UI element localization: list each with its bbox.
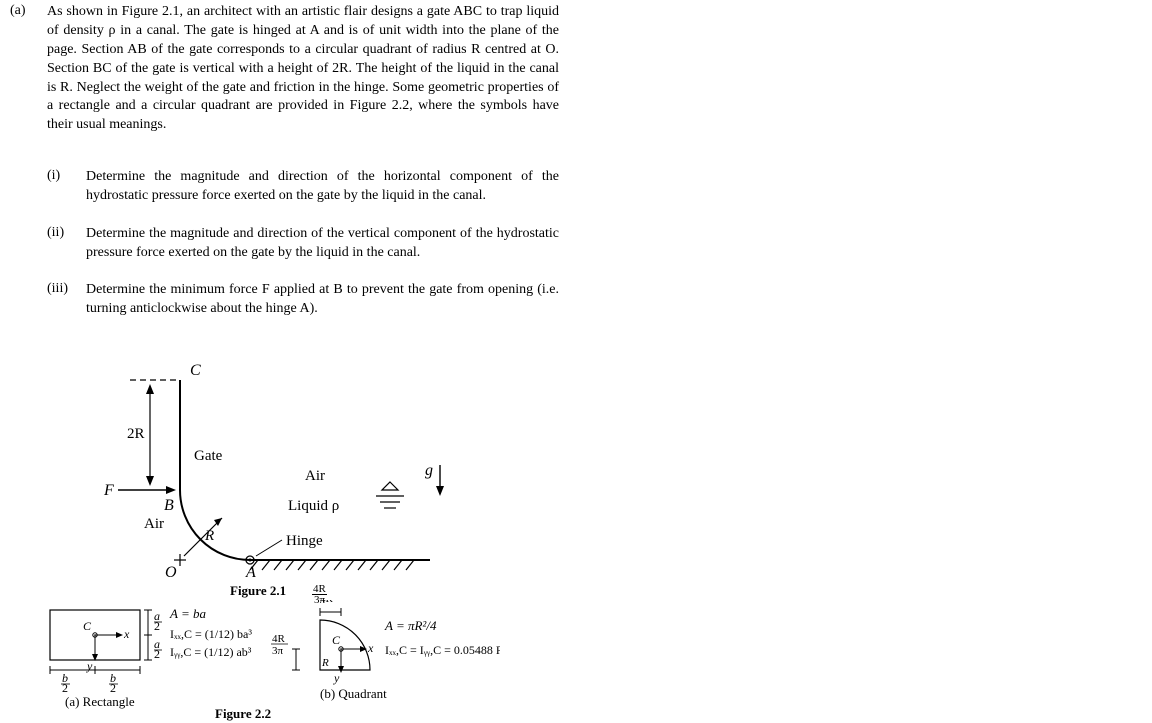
fig2-quad-sub: (b) Quadrant [320, 686, 387, 701]
fig1-2R: 2R [127, 426, 145, 442]
item-iii-text: Determine the minimum force F applied at… [86, 281, 559, 319]
fig1-air-left: Air [144, 516, 164, 532]
svg-text:Iᵧᵧ,C = (1/12) ab³: Iᵧᵧ,C = (1/12) ab³ [170, 645, 252, 659]
svg-text:y: y [333, 671, 340, 685]
fig1-hinge: Hinge [286, 533, 323, 549]
fig1-liquid: Liquid ρ [288, 498, 339, 514]
svg-text:y: y [86, 659, 93, 673]
svg-text:Iₓₓ,C = Iᵧᵧ,C = 0.05488 R⁴: Iₓₓ,C = Iᵧᵧ,C = 0.05488 R⁴ [385, 643, 500, 657]
fig1-air-right: Air [305, 468, 325, 484]
fig1-gate: Gate [194, 448, 223, 464]
svg-text:A = ba: A = ba [169, 606, 206, 621]
svg-text:A = πR²/4: A = πR²/4 [384, 618, 437, 633]
fig1-B: B [164, 497, 174, 514]
svg-text:x: x [367, 641, 374, 655]
fig1-C: C [190, 362, 201, 379]
part-a-label: (a) [10, 3, 26, 19]
fig2-fourR-top: 4R 3π [312, 584, 327, 605]
svg-text:2: 2 [110, 681, 116, 695]
figure-2-1: C 2R Gate F B Air R O A Air Liquid ρ Hin… [70, 340, 480, 600]
svg-text:2: 2 [154, 619, 160, 633]
fig1-R: R [204, 528, 214, 544]
item-ii-label: (ii) [47, 225, 64, 241]
fig1-A: A [245, 564, 256, 581]
fig1-g: g [425, 462, 433, 479]
figure-2-1-caption: Figure 2.1 [230, 583, 286, 599]
svg-text:x: x [123, 627, 130, 641]
svg-text:R: R [321, 657, 329, 669]
svg-text:3π: 3π [272, 645, 284, 657]
figure-2-2: C x y a 2 a 2 b 2 b 2 [20, 600, 500, 720]
svg-text:Iₓₓ,C = (1/12) ba³: Iₓₓ,C = (1/12) ba³ [170, 627, 252, 641]
svg-text:C: C [332, 633, 341, 647]
intro-paragraph: As shown in Figure 2.1, an architect wit… [47, 3, 559, 135]
svg-text:2: 2 [154, 647, 160, 661]
svg-text:2: 2 [62, 681, 68, 695]
fig1-F: F [103, 482, 114, 499]
figure-2-2-caption: Figure 2.2 [215, 706, 271, 722]
item-ii-text: Determine the magnitude and direction of… [86, 225, 559, 263]
svg-text:C: C [83, 619, 92, 633]
item-iii-label: (iii) [47, 281, 68, 297]
item-i-label: (i) [47, 168, 60, 184]
item-i-text: Determine the magnitude and direction of… [86, 168, 559, 206]
fig2-rect-sub: (a) Rectangle [65, 694, 135, 709]
fig1-O: O [165, 564, 177, 581]
svg-text:4R: 4R [272, 633, 286, 645]
